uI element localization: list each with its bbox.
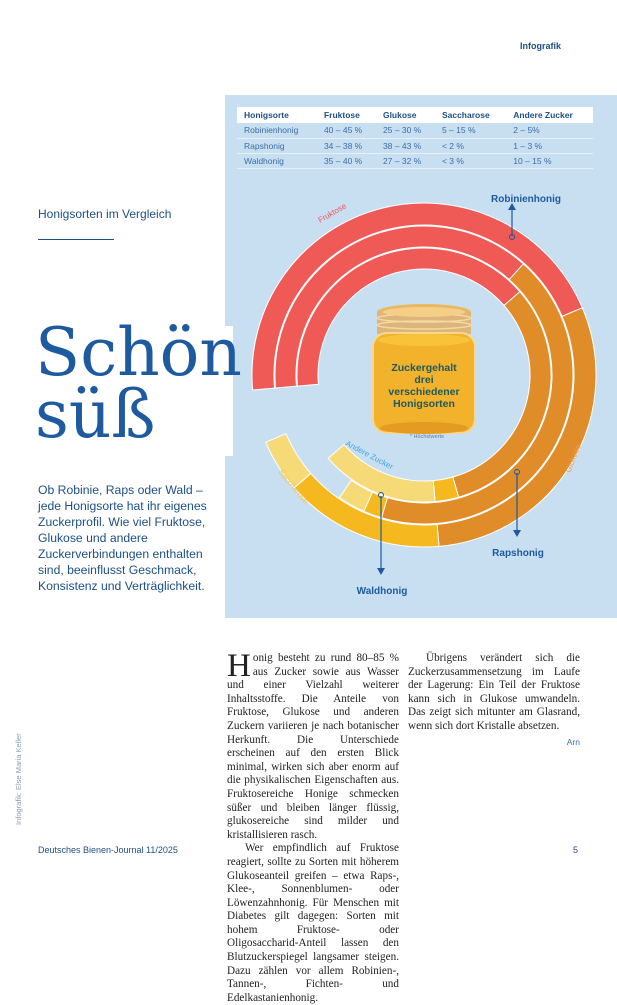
title-background bbox=[0, 326, 233, 456]
table-cell: 5 – 15 % bbox=[434, 123, 507, 139]
table-cell: Robinienhonig bbox=[237, 123, 317, 139]
jar-text: verschiedener bbox=[388, 386, 459, 398]
label-fruktose: Fruktose bbox=[317, 201, 349, 225]
table-cell: 2 – 5% bbox=[506, 123, 593, 139]
paragraph: Übrigens verändert sich die Zuckerzusamm… bbox=[408, 652, 580, 732]
table-cell: < 3 % bbox=[434, 153, 507, 169]
ring-segment-robinienhonig-andere-zucker bbox=[265, 432, 312, 489]
intro-text: Ob Robinie, Raps oder Wald – jede Honigs… bbox=[38, 483, 207, 593]
footnote: * Höchstwerte bbox=[410, 434, 444, 440]
table-cell: Rapshonig bbox=[237, 138, 317, 154]
jar-text: drei bbox=[414, 374, 433, 386]
drop-cap: H bbox=[227, 648, 251, 684]
table-row: Rapshonig 34 – 38 % 38 – 43 % < 2 % 1 – 3 % bbox=[237, 138, 593, 154]
body-column-2: Übrigens verändert sich die Zuckerzusamm… bbox=[408, 652, 580, 749]
page-title: Schön süß bbox=[35, 314, 242, 453]
pointer-waldhonig bbox=[377, 492, 385, 575]
image-credit: Infografik: Else Maria Keller bbox=[14, 733, 23, 825]
paragraph: Wer empfindlich auf Fruktose reagiert, s… bbox=[227, 842, 399, 1004]
table-header: Honigsorte bbox=[237, 107, 317, 123]
pointer-rapshonig bbox=[513, 469, 521, 537]
table-header-row: Honigsorte Fruktose Glukose Saccharose A… bbox=[237, 107, 593, 123]
page-number: 5 bbox=[573, 845, 579, 855]
table-cell: 25 – 30 % bbox=[375, 123, 435, 139]
table-cell: 35 – 40 % bbox=[316, 153, 376, 169]
table-cell: 34 – 38 % bbox=[316, 138, 376, 154]
honey-jar-icon bbox=[372, 304, 476, 434]
jar-text: Zuckergehalt bbox=[391, 362, 457, 374]
divider bbox=[38, 239, 114, 240]
label-robinienhonig: Robinienhonig bbox=[491, 194, 561, 205]
table-cell: 27 – 32 % bbox=[375, 153, 435, 169]
sugar-table: Honigsorte Fruktose Glukose Saccharose A… bbox=[237, 107, 593, 169]
table-row: Waldhonig 35 – 40 % 27 – 32 % < 3 % 10 – 15 … bbox=[237, 153, 593, 169]
table-cell: 38 – 43 % bbox=[375, 138, 435, 154]
ring-segment-rapshonig-andere-zucker bbox=[338, 479, 374, 512]
section-kicker: Infografik bbox=[520, 41, 562, 51]
article-subtitle: Honigsorten im Vergleich bbox=[38, 207, 172, 221]
author-initials: Arn bbox=[566, 736, 580, 747]
sugar-ring-chart: Zuckergehalt drei verschiedener Honigsor… bbox=[251, 194, 597, 597]
table-header: Glukose bbox=[375, 107, 435, 123]
ring-segment-waldhonig-andere-zucker bbox=[327, 443, 436, 503]
title-line: süß bbox=[35, 376, 156, 453]
pointer-robinienhonig bbox=[508, 203, 516, 240]
table-cell: Waldhonig bbox=[237, 153, 317, 169]
table-cell: 1 – 3 % bbox=[506, 138, 593, 154]
table-cell: 40 – 45 % bbox=[316, 123, 376, 139]
table-header: Andere Zucker bbox=[506, 107, 593, 123]
label-rapshonig: Rapshonig bbox=[492, 548, 544, 559]
table-header: Fruktose bbox=[316, 107, 376, 123]
jar-text: Honigsorten bbox=[393, 398, 455, 410]
title-line: Schön bbox=[35, 314, 242, 391]
table-header: Saccharose bbox=[434, 107, 507, 123]
label-waldhonig: Waldhonig bbox=[357, 586, 408, 597]
footer-publication: Deutsches Bienen-Journal 11/2025 bbox=[38, 845, 178, 855]
table-row: Robinienhonig 40 – 45 % 25 – 30 % 5 – 15 % 2… bbox=[237, 123, 593, 139]
paragraph: onig besteht zu rund 80–85 % aus Zucker … bbox=[227, 652, 399, 841]
table-cell: < 2 % bbox=[434, 138, 507, 154]
table-cell: 10 – 15 % bbox=[506, 153, 593, 169]
